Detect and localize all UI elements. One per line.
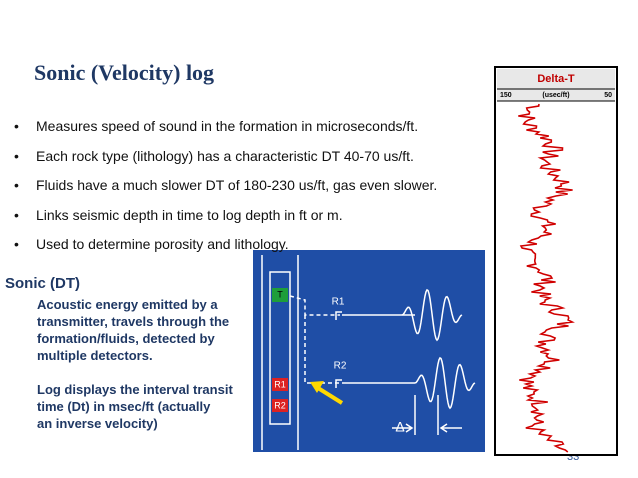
bullet-item: • Measures speed of sound in the formatio… <box>14 118 418 134</box>
bullet-dot: • <box>14 147 19 164</box>
receiver-label: R2 <box>334 361 347 372</box>
bullet-text: Fluids have a much slower DT of 180-230 … <box>36 177 438 193</box>
receiver <box>272 378 288 391</box>
bullet-text: Each rock type (lithology) has a charact… <box>36 147 414 164</box>
bullet-dot: • <box>14 177 19 193</box>
waveform <box>414 356 476 410</box>
receiver <box>272 399 288 412</box>
tool-label: T <box>277 289 283 299</box>
bullet-dot: • <box>14 206 19 223</box>
delta-arrows <box>392 423 462 433</box>
log-curve <box>518 103 575 453</box>
section-heading: Sonic (DT) <box>5 275 80 292</box>
tool-body <box>269 271 291 425</box>
ray-path <box>304 315 340 384</box>
paragraph-line: an inverse velocity) <box>37 416 158 431</box>
log-frame <box>494 66 618 456</box>
log-header <box>497 69 615 101</box>
slide-title: Sonic (Velocity) log <box>34 60 215 85</box>
diagram-bg <box>253 250 485 452</box>
paragraph-line: multiple detectors. <box>37 348 153 363</box>
log-scale-unit: (usec/ft) <box>542 92 569 99</box>
paragraph-line: Acoustic energy emitted by a <box>37 297 218 312</box>
bullet-item: • Links seismic depth in time to log dept… <box>14 207 343 223</box>
waveform <box>401 288 463 342</box>
bullet-dot: • <box>14 236 19 252</box>
arrow-head <box>310 381 324 393</box>
paragraph-line: transmitter, travels through the <box>37 314 230 329</box>
tool-label: R1 <box>274 379 286 389</box>
ray-path <box>289 295 340 316</box>
paragraph-line: Log displays the interval transit <box>37 382 233 397</box>
paragraph-line: formation/fluids, detected by <box>37 331 215 346</box>
paragraph-line: time (Dt) in msec/ft (actually <box>37 399 211 414</box>
bullet-dot: • <box>14 118 19 134</box>
bullet-item: • Fluids have a much slower DT of 180-230… <box>14 177 437 193</box>
delta-label: Δ <box>395 419 404 435</box>
log-title: Delta-T <box>537 73 575 85</box>
bullet-text: Used to determine porosity and lithology… <box>36 236 289 252</box>
receiver-label: R1 <box>332 297 345 308</box>
arrow <box>316 386 344 405</box>
bullet-item: • Used to determine porosity and litholog… <box>14 236 289 252</box>
log-scale-left: 150 <box>500 92 512 99</box>
receiver-trace <box>335 379 415 388</box>
tool-label: R2 <box>274 400 286 410</box>
log-scale-right: 50 <box>604 92 612 99</box>
bullet-item: • Each rock type (lithology) has a charac… <box>14 148 414 164</box>
bullet-text: Measures speed of sound in the formation… <box>36 118 419 134</box>
bullet-text: Links seismic depth in time to log depth… <box>36 206 343 223</box>
transmitter <box>272 288 288 302</box>
